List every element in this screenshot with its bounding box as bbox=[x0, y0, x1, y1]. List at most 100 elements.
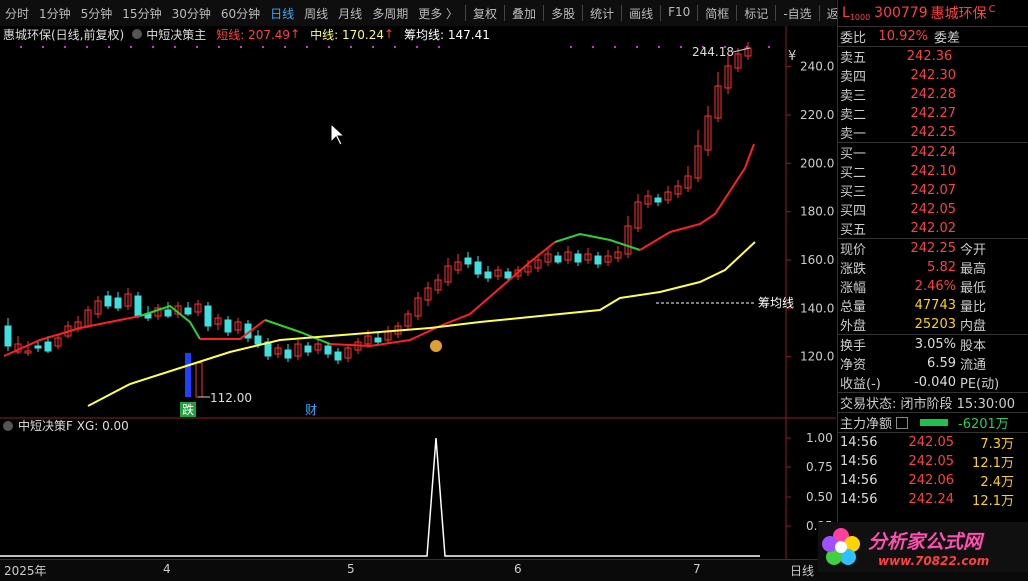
period-tab-5[interactable]: 60分钟 bbox=[220, 6, 261, 21]
stat-row-2-label: 涨幅 bbox=[840, 281, 867, 296]
stat2-row-2: 收益(-) -0.040 PE(动) bbox=[838, 373, 1028, 392]
period-tab-1[interactable]: 1分钟 bbox=[39, 6, 71, 21]
candle-body bbox=[274, 347, 282, 355]
y-tick-label: 120.0 bbox=[800, 350, 834, 364]
buy-row-0-value: 242.24 bbox=[910, 145, 957, 160]
period-tab-6[interactable]: 日线 bbox=[270, 6, 295, 21]
stat-row-2-value: 2.46% bbox=[914, 279, 956, 294]
yen-icon: ¥ bbox=[788, 49, 797, 64]
tool-button-2[interactable]: 多股 bbox=[551, 6, 576, 21]
period-tab-7[interactable]: 周线 bbox=[304, 6, 329, 21]
candle-body bbox=[204, 305, 212, 327]
period-tab-4[interactable]: 30分钟 bbox=[171, 6, 211, 21]
list-icon[interactable] bbox=[896, 416, 909, 429]
candle-body bbox=[714, 85, 722, 119]
period-tab-8[interactable]: 月线 bbox=[338, 6, 363, 21]
tool-button-1[interactable]: 叠加 bbox=[512, 6, 537, 21]
drop-bar bbox=[185, 353, 191, 397]
period-tab-9[interactable]: 多周期 bbox=[372, 6, 409, 21]
short-line-2 bbox=[200, 319, 266, 340]
period-tab-10[interactable]: 更多 〉 bbox=[418, 6, 459, 21]
tick-price: 242.06 bbox=[908, 473, 955, 488]
candle-body bbox=[94, 300, 102, 315]
tick-time: 14:56 bbox=[840, 454, 878, 469]
tool-button-0[interactable]: 复权 bbox=[473, 6, 498, 21]
candle-body bbox=[164, 309, 172, 317]
tool-button-4[interactable]: 画线 bbox=[629, 6, 654, 21]
tick-time: 14:56 bbox=[840, 473, 878, 488]
signal-dot bbox=[284, 46, 286, 48]
stat-row-2: 涨幅 2.46% 最低 bbox=[838, 277, 1028, 296]
stat2-row-2-label: 收益(-) bbox=[840, 377, 881, 392]
x-label-jul: 7 bbox=[693, 562, 701, 576]
candle-body bbox=[494, 269, 502, 277]
candle-body bbox=[114, 297, 122, 309]
candle-body bbox=[584, 253, 592, 261]
candle-body bbox=[464, 257, 472, 265]
x-label-jun: 6 bbox=[514, 562, 522, 576]
mid-line bbox=[87, 241, 756, 407]
indicator-name[interactable]: 中短决策主 bbox=[146, 27, 207, 42]
candle-body bbox=[194, 303, 202, 313]
candle-body bbox=[574, 253, 582, 263]
signal-dot bbox=[394, 46, 396, 48]
kline-chart[interactable]: 240.0 220.0 200.0 180.0 160.0 140.0 120.0 筹均线 24… bbox=[0, 26, 836, 559]
sell-row-2-value: 242.28 bbox=[910, 87, 957, 102]
buy-row-0: 买一 242.24 bbox=[838, 143, 1028, 162]
buy-row-2-value: 242.07 bbox=[910, 183, 957, 198]
tick-time: 14:56 bbox=[840, 492, 878, 507]
finance-tag: 财 bbox=[305, 403, 317, 417]
tick-volume: 12.1万 bbox=[972, 456, 1014, 471]
money-bag-icon[interactable] bbox=[430, 340, 442, 352]
sell-row-1-label: 卖四 bbox=[840, 70, 867, 85]
short-line-green-2 bbox=[264, 319, 331, 345]
buy-row-0-label: 买一 bbox=[840, 147, 867, 162]
tool-button-3[interactable]: 统计 bbox=[590, 6, 615, 21]
chip-avg-tag: 筹均线 bbox=[758, 296, 794, 310]
weicha-label: 委差 bbox=[934, 31, 961, 46]
sub-indicator-dropdown-icon[interactable] bbox=[3, 421, 13, 431]
x-label-year: 2025年 bbox=[4, 564, 47, 578]
trade-status-text: 交易状态: 闭市阶段 15:30:00 bbox=[840, 397, 1016, 412]
candle-body bbox=[184, 307, 192, 315]
sell-row-2: 卖三 242.28 bbox=[838, 85, 1028, 104]
stat-row-0: 现价 242.25 今开 bbox=[838, 239, 1028, 258]
signal-dot bbox=[306, 46, 308, 48]
market-marker: L bbox=[842, 5, 850, 21]
candle-body bbox=[734, 53, 742, 69]
buy-row-3-label: 买四 bbox=[840, 204, 867, 219]
tick-price: 242.24 bbox=[908, 492, 955, 507]
period-tab-3[interactable]: 15分钟 bbox=[122, 6, 162, 21]
stat2-row-1-value: 6.59 bbox=[927, 356, 956, 371]
main-flow-row[interactable]: 主力净额 -6201万 bbox=[838, 413, 1028, 432]
candle-body bbox=[294, 343, 302, 357]
tool-button-8[interactable]: -自选 bbox=[783, 6, 812, 21]
short-line-green-3 bbox=[554, 232, 641, 251]
chip-line-value: 筹均线: 147.41 bbox=[404, 27, 490, 42]
candle-body bbox=[34, 345, 42, 349]
stock-header: L 1000 300779 惠城环保 C bbox=[838, 0, 1028, 27]
sell-row-3: 卖二 242.27 bbox=[838, 104, 1028, 123]
tool-button-6[interactable]: 简框 bbox=[705, 6, 730, 21]
fundamental-stats: 换手 3.05% 股本 净资 6.59 流通 收益(-) -0.040 PE(动) bbox=[838, 335, 1028, 392]
candle-body bbox=[344, 347, 352, 359]
signal-dot bbox=[130, 46, 132, 48]
signal-dot bbox=[20, 46, 22, 48]
stat-row-3-label: 总量 bbox=[840, 300, 867, 315]
tool-button-7[interactable]: 标记 bbox=[744, 6, 769, 21]
main-flow-value: -6201万 bbox=[958, 417, 1009, 432]
y-tick-label: 180.0 bbox=[800, 205, 834, 219]
sub-indicator-title: 中短决策F XG: 0.00 bbox=[18, 418, 129, 433]
candle-body bbox=[474, 261, 482, 275]
sell-row-3-value: 242.27 bbox=[910, 106, 957, 121]
tool-button-5[interactable]: F10 bbox=[668, 4, 691, 19]
period-tab-2[interactable]: 5分钟 bbox=[80, 6, 113, 21]
indicator-dropdown-icon[interactable] bbox=[132, 29, 143, 39]
stat2-row-0-value: 3.05% bbox=[914, 337, 956, 352]
tick-price: 242.05 bbox=[908, 435, 955, 450]
signal-dot bbox=[702, 46, 704, 48]
period-tab-0[interactable]: 分时 bbox=[5, 6, 30, 21]
signal-dot bbox=[218, 46, 220, 48]
stat-row-4-extra: 内盘 bbox=[960, 319, 987, 334]
